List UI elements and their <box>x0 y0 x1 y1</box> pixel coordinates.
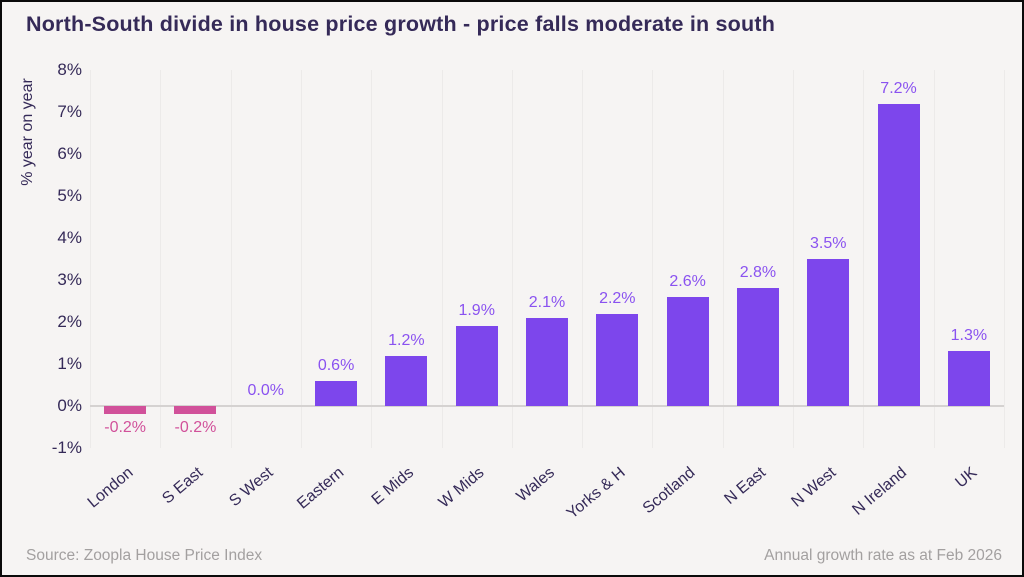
category-gridline <box>582 70 584 448</box>
bar-w-mids <box>455 326 498 406</box>
bar-value-label: -0.2% <box>174 419 217 437</box>
y-axis-tick-label: 1% <box>57 354 82 373</box>
x-axis-label-text: Scotland <box>640 464 699 518</box>
y-axis-tick-label: -1% <box>51 438 82 457</box>
bar-value-label: 0.6% <box>317 356 355 374</box>
category-gridline <box>933 70 935 448</box>
bar-value-label: 1.2% <box>388 331 425 349</box>
bar-london <box>104 406 147 415</box>
category-gridline <box>441 70 443 448</box>
bar-value-label: -0.2% <box>104 419 147 437</box>
bar-value-label: 2.2% <box>599 289 636 307</box>
bar-n-ireland <box>877 103 920 406</box>
y-axis-tick-label: 4% <box>57 228 82 247</box>
x-axis-label-text: Yorks & H <box>563 464 629 523</box>
bar-value-label: 0.0% <box>247 382 284 399</box>
y-axis-tick-label: 3% <box>57 270 82 289</box>
x-axis-label-text: W Mids <box>436 464 488 512</box>
category-gridline <box>1004 70 1005 448</box>
category-gridline <box>863 70 865 448</box>
category-gridline <box>371 70 373 448</box>
x-axis-label-text: Eastern <box>294 464 348 513</box>
category-gridline <box>300 70 302 448</box>
bar-value-label: 3.5% <box>809 235 847 252</box>
zero-baseline <box>90 405 1004 407</box>
y-axis-tick-label: 0% <box>57 396 82 415</box>
bar-uk <box>947 351 990 406</box>
bar-yorks-h <box>596 313 639 406</box>
y-axis-tick-label: 6% <box>57 144 82 163</box>
bar-value-label: 2.1% <box>528 293 566 311</box>
bar-value-label: 7.2% <box>880 79 917 97</box>
bar-scotland <box>666 296 709 406</box>
x-axis-label-text: N West <box>788 464 840 511</box>
bar-wales <box>526 317 568 406</box>
bar-n-west <box>807 259 850 406</box>
x-axis-label-text: N East <box>721 464 770 508</box>
bar-value-label: 2.8% <box>739 264 777 282</box>
bar-value-label: 2.6% <box>669 272 706 290</box>
bar-value-label: 1.3% <box>950 327 988 345</box>
bar-e-mids <box>385 355 428 406</box>
category-gridline <box>160 70 162 448</box>
category-gridline <box>793 70 795 448</box>
x-axis-label-text: N Ireland <box>849 464 910 519</box>
y-axis-tick-label: 8% <box>57 60 82 79</box>
x-axis-label-text: S East <box>159 464 207 508</box>
category-gridline <box>511 70 513 448</box>
x-axis-label-text: E Mids <box>369 464 418 509</box>
category-gridline <box>722 70 724 448</box>
date-note: Annual growth rate as at Feb 2026 <box>764 547 1002 564</box>
y-axis-title: % year on year <box>19 78 36 186</box>
category-gridline <box>230 70 232 448</box>
bar-eastern <box>315 380 358 406</box>
x-axis-label-text: UK <box>952 464 980 492</box>
x-axis-label-text: Wales <box>513 464 559 506</box>
y-axis-tick-label: 7% <box>57 102 82 121</box>
bar-value-label: 1.9% <box>458 302 495 320</box>
source-note: Source: Zoopla House Price Index <box>26 547 263 564</box>
bar-n-east <box>736 288 779 406</box>
x-axis-label-text: S West <box>226 464 277 511</box>
y-axis-tick-label: 5% <box>57 186 82 205</box>
category-gridline <box>90 70 91 448</box>
chart-title: North-South divide in house price growth… <box>26 12 776 36</box>
x-axis-label-text: London <box>84 464 137 512</box>
bar-s-east <box>174 406 217 415</box>
category-gridline <box>652 70 654 448</box>
y-axis-tick-label: 2% <box>57 312 82 331</box>
